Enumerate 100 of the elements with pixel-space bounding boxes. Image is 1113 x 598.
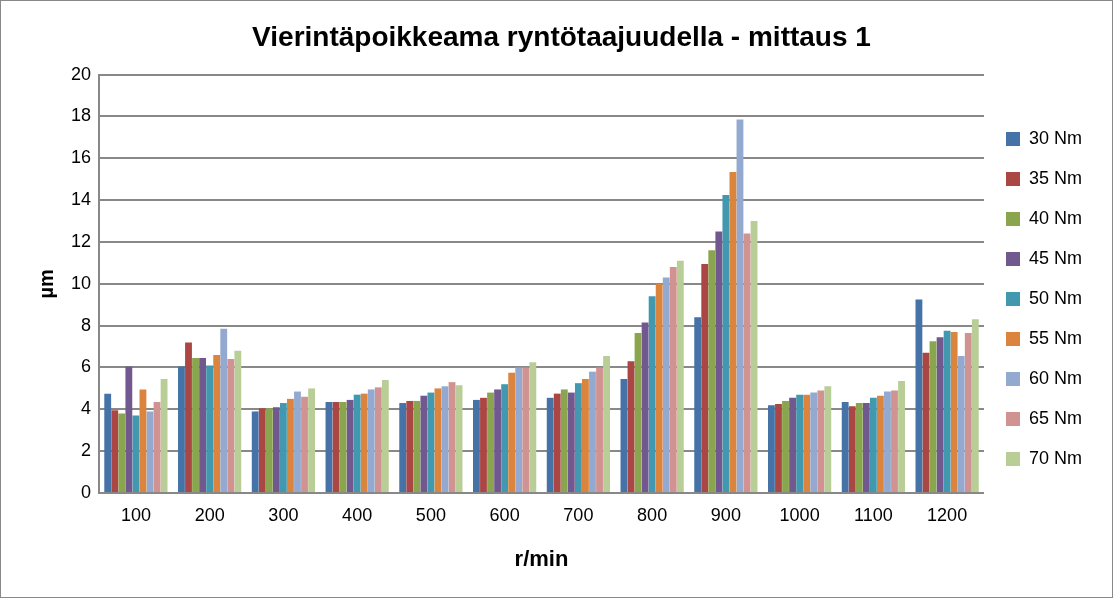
legend-label: 30 Nm [1028,127,1082,148]
bar [768,405,775,492]
bar [582,378,589,492]
legend-label: 65 Nm [1028,407,1082,428]
bar [206,365,214,492]
bar [589,371,596,492]
bar [943,330,951,492]
chart-title: Vierintäpoikkeama ryntötaajuudella - mittaus 1 [252,20,871,52]
x-tick-label: 200 [194,504,225,525]
bar [824,386,832,492]
bar [125,366,133,492]
bar [399,403,407,492]
y-tick-label: 2 [81,440,92,461]
bar [501,384,509,492]
y-tick-label: 20 [70,63,92,84]
y-tick-label: 8 [81,314,92,335]
y-tick-label: 14 [70,189,92,210]
bar [884,391,891,492]
bar [775,404,782,492]
bar [729,171,737,492]
bar [160,378,168,492]
bar [427,392,435,492]
y-tick-label: 18 [70,105,92,126]
x-tick-label: 1100 [854,504,893,525]
bar [796,394,804,492]
bar [234,350,242,492]
y-tick-label: 4 [81,398,92,419]
bar [515,367,523,492]
bar [220,328,228,492]
bar [213,354,221,492]
bar [553,393,561,492]
bar [817,390,825,492]
legend-label: 60 Nm [1028,367,1082,388]
bar [950,331,958,492]
bar [701,263,709,492]
x-tick-label: 700 [563,504,594,525]
bar [708,250,716,492]
bar [294,391,301,492]
y-tick-label: 10 [70,272,92,293]
bar [803,394,811,492]
bar [480,397,487,492]
bar [662,277,670,492]
bar [104,393,112,492]
bar [346,399,354,492]
bar [367,389,375,492]
bar [374,387,382,492]
bar [118,413,126,492]
bar [420,395,428,492]
bar [413,400,421,492]
bar [603,355,610,492]
bar [669,267,677,492]
legend-label: 45 Nm [1028,247,1082,268]
bar [381,380,389,492]
bar [848,406,856,492]
bar [898,381,905,492]
legend-label: 70 Nm [1028,447,1082,468]
bar [199,358,207,492]
x-axis-title: r/min [514,545,569,571]
bar [964,332,972,492]
x-tick-label: 400 [342,504,373,525]
bar [869,397,877,492]
bar [676,260,684,492]
x-tick-label: 100 [120,504,151,525]
y-tick-label: 0 [81,481,92,502]
bar [279,403,287,492]
bar [494,389,501,492]
y-tick-label: 16 [70,147,92,168]
bar [287,398,294,492]
bar [648,296,656,492]
bar [596,367,603,492]
bar [971,319,979,492]
legend-label: 50 Nm [1028,287,1082,308]
bar [655,283,663,492]
bar [567,392,575,492]
bar [891,390,898,492]
legend-label: 40 Nm [1028,207,1082,228]
bar [722,194,730,492]
bar [529,362,537,492]
bar [810,392,818,492]
bar [192,358,199,492]
bar [360,393,368,492]
bar [694,317,702,492]
bar [487,392,494,492]
legend-label: 35 Nm [1028,167,1082,188]
bar [272,407,280,492]
x-tick-label: 600 [489,504,520,525]
bar [782,400,789,492]
bar [789,397,796,492]
bar [715,231,723,492]
bar [132,415,140,492]
bar [265,408,273,492]
x-tick-label: 900 [710,504,741,525]
x-tick-label: 1000 [779,504,820,525]
x-tick-label: 1200 [927,504,968,525]
bar [406,400,414,492]
y-tick-label: 12 [70,230,92,251]
bar [957,355,965,492]
bar [855,403,863,492]
bar [473,399,480,492]
bar [522,367,530,492]
